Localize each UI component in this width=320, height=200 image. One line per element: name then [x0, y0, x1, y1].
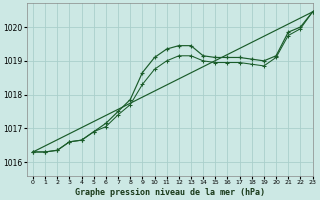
X-axis label: Graphe pression niveau de la mer (hPa): Graphe pression niveau de la mer (hPa): [75, 188, 265, 197]
